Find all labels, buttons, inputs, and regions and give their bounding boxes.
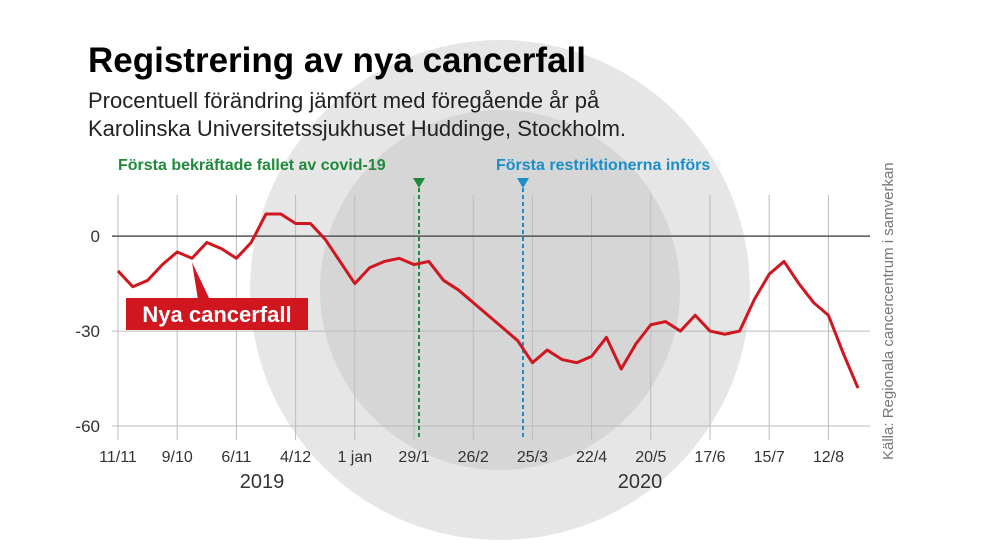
annotation-marker xyxy=(413,178,425,188)
x-tick-label: 9/10 xyxy=(162,449,193,466)
background-virus-core xyxy=(320,110,680,470)
label-box xyxy=(126,298,308,330)
y-tick-label: 0 xyxy=(91,227,100,246)
x-tick-label: 11/11 xyxy=(99,449,137,466)
x-tick-label: 26/2 xyxy=(458,449,489,466)
chart-title: Registrering av nya cancerfall xyxy=(88,41,586,80)
subtitle: Karolinska Universitetssjukhuset Hudding… xyxy=(88,116,626,141)
x-tick-label: 20/5 xyxy=(635,449,666,466)
y-tick-label: -60 xyxy=(75,417,100,436)
year-label: 2020 xyxy=(618,471,663,493)
annotation: Första restriktionerna införs xyxy=(496,157,710,174)
source: Källa: Regionala cancercentrum i samverk… xyxy=(880,162,897,460)
x-tick-label: 15/7 xyxy=(754,449,785,466)
y-tick-label: -30 xyxy=(75,322,100,341)
line-series xyxy=(116,212,860,389)
x-tick-label: 17/6 xyxy=(694,449,725,466)
x-tick-label: 4/12 xyxy=(280,449,311,466)
x-tick-label: 6/11 xyxy=(221,449,251,466)
x-tick-label: 29/1 xyxy=(398,449,429,466)
x-tick-label: 25/3 xyxy=(517,449,548,466)
x-tick-label: 22/4 xyxy=(576,449,607,466)
annotation: Första bekräftade fallet av covid-19 xyxy=(118,157,386,174)
legend-label: Nya cancerfall xyxy=(142,302,291,327)
label-pointer xyxy=(192,262,210,300)
year-label: 2019 xyxy=(240,471,285,493)
x-tick-label: 1 jan xyxy=(337,449,372,466)
subtitle: Procentuell förändring jämfört med föreg… xyxy=(88,88,600,113)
x-tick-label: 12/8 xyxy=(813,449,844,466)
annotation-marker xyxy=(517,178,529,188)
